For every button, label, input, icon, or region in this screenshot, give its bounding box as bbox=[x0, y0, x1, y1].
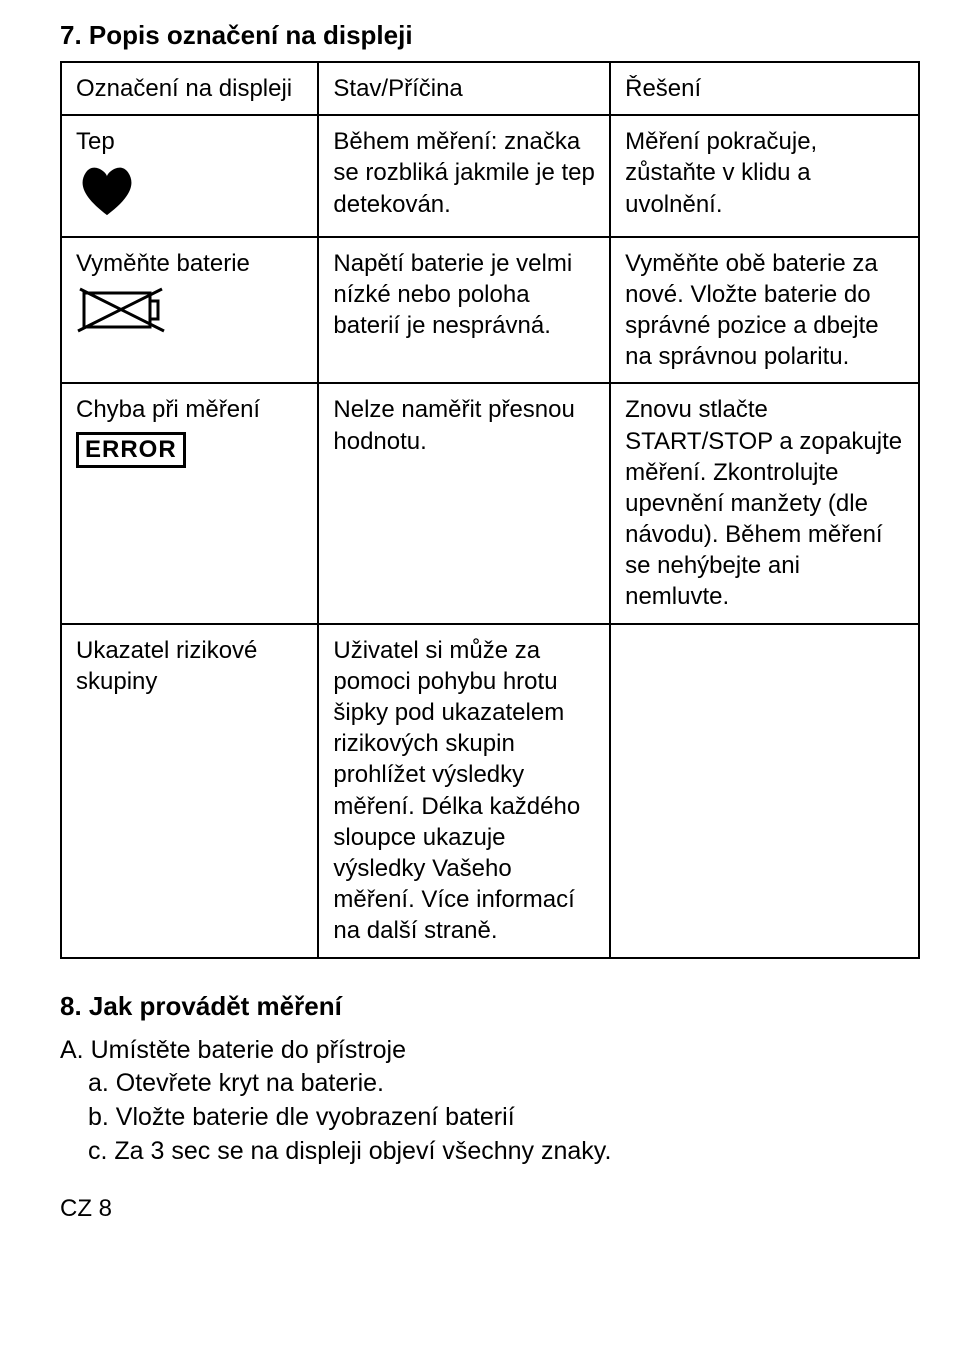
error-icon: ERROR bbox=[76, 432, 186, 468]
step-a: a. Otevřete kryt na baterie. bbox=[60, 1067, 920, 1101]
table-row: Tep Během měření: značka se rozbliká jak… bbox=[61, 115, 919, 236]
section-7-title: 7. Popis označení na displeji bbox=[60, 20, 920, 51]
section-8-title: 8. Jak provádět měření bbox=[60, 989, 920, 1024]
th-col-2: Stav/Příčina bbox=[318, 62, 610, 115]
table-row: Vyměňte baterie Napětí baterie je velmi … bbox=[61, 237, 919, 384]
th-col-3: Řešení bbox=[610, 62, 919, 115]
battery-icon bbox=[76, 285, 166, 335]
row-cause: Napětí baterie je velmi nízké nebo poloh… bbox=[318, 237, 610, 384]
table-row: Ukazatel rizikové skupiny Uživatel si mů… bbox=[61, 624, 919, 958]
row-solution bbox=[610, 624, 919, 958]
row-title: Tep bbox=[76, 126, 303, 157]
step-c: c. Za 3 sec se na displeji objeví všechn… bbox=[60, 1135, 920, 1169]
row-title: Ukazatel rizikové skupiny bbox=[61, 624, 318, 958]
table-header-row: Označení na displeji Stav/Příčina Řešení bbox=[61, 62, 919, 115]
row-cause: Během měření: značka se rozbliká jakmile… bbox=[318, 115, 610, 236]
row-solution: Znovu stlačte START/STOP a zopakujte měř… bbox=[610, 383, 919, 623]
row-title: Vyměňte baterie bbox=[76, 248, 303, 279]
heart-icon bbox=[76, 163, 138, 217]
row-cause: Uživatel si může za pomoci pohybu hrotu … bbox=[318, 624, 610, 958]
display-table: Označení na displeji Stav/Příčina Řešení… bbox=[60, 61, 920, 959]
th-col-1: Označení na displeji bbox=[61, 62, 318, 115]
step-b: b. Vložte baterie dle vyobrazení baterií bbox=[60, 1101, 920, 1135]
row-title: Chyba při měření bbox=[76, 394, 303, 425]
row-cause: Nelze naměřit přesnou hodnotu. bbox=[318, 383, 610, 623]
row-solution: Vyměňte obě baterie za nové. Vložte bate… bbox=[610, 237, 919, 384]
step-A: A. Umístěte baterie do přístroje bbox=[60, 1034, 920, 1068]
page-code: CZ 8 bbox=[60, 1195, 920, 1223]
table-row: Chyba při měření ERROR Nelze naměřit pře… bbox=[61, 383, 919, 623]
row-solution: Měření pokračuje, zůstaňte v klidu a uvo… bbox=[610, 115, 919, 236]
